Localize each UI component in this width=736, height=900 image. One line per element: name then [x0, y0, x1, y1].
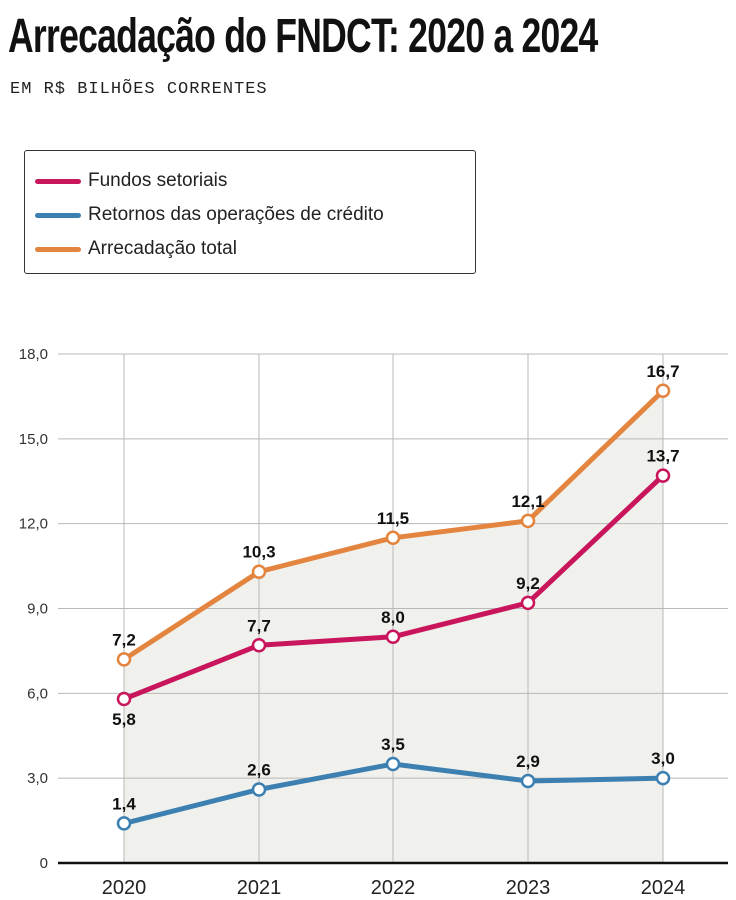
point-retornos — [385, 756, 401, 772]
data-label-total: 16,7 — [646, 362, 679, 381]
x-tick-label: 2021 — [237, 877, 282, 899]
legend-item-retornos: Retornos das operações de crédito — [35, 203, 384, 227]
y-tick-label: 6,0 — [27, 685, 48, 702]
y-tick-label: 12,0 — [19, 516, 48, 533]
point-retornos — [520, 773, 536, 789]
legend: Fundos setoriais Retornos das operações … — [24, 150, 476, 274]
x-tick-label: 2024 — [641, 877, 686, 899]
point-retornos — [655, 770, 671, 786]
data-label-retornos: 2,6 — [247, 760, 271, 779]
point-fundos — [655, 468, 671, 483]
y-tick-label: 18,0 — [19, 346, 48, 363]
y-tick-label: 9,0 — [27, 601, 48, 618]
chart-title: Arrecadação do FNDCT: 2020 a 2024 — [8, 10, 598, 63]
point-retornos — [251, 782, 267, 797]
data-label-total: 12,1 — [511, 492, 544, 511]
y-tick-label: 15,0 — [19, 431, 48, 448]
y-tick-label: 0 — [40, 855, 48, 872]
y-tick-label: 3,0 — [27, 770, 48, 787]
point-fundos — [385, 629, 401, 645]
point-total — [520, 513, 536, 529]
data-label-total: 11,5 — [377, 509, 409, 528]
data-label-fundos: 5,8 — [112, 710, 136, 729]
data-label-fundos: 7,7 — [247, 616, 271, 635]
point-total — [385, 530, 401, 546]
chart-subtitle: EM R$ BILHÕES CORRENTES — [10, 80, 268, 99]
legend-label-fundos: Fundos setoriais — [88, 170, 228, 191]
legend-label-total: Arrecadação total — [88, 238, 237, 259]
point-fundos — [520, 595, 536, 611]
legend-swatch-retornos — [35, 212, 81, 218]
x-tick-label: 2023 — [506, 877, 551, 899]
point-retornos — [116, 816, 132, 831]
data-label-total: 10,3 — [242, 543, 275, 562]
point-total — [116, 652, 132, 667]
point-total — [655, 383, 671, 399]
data-label-fundos: 13,7 — [646, 447, 679, 466]
point-fundos — [251, 638, 267, 653]
data-label-retornos: 2,9 — [516, 752, 540, 771]
x-tick-label: 2022 — [371, 877, 416, 899]
x-tick-label: 2020 — [102, 877, 147, 899]
line-chart: 0 3,0 6,0 9,0 12,0 15,0 18,0 2020 2021 2022 2023 20… — [19, 346, 728, 899]
data-label-retornos: 3,5 — [381, 735, 405, 754]
legend-item-fundos: Fundos setoriais — [35, 169, 227, 193]
legend-label-retornos: Retornos das operações de crédito — [88, 204, 384, 225]
data-label-fundos: 8,0 — [381, 608, 405, 627]
legend-swatch-total — [35, 246, 81, 252]
legend-swatch-fundos — [35, 178, 81, 184]
data-label-total: 7,2 — [112, 630, 136, 649]
data-label-retornos: 1,4 — [112, 794, 136, 813]
legend-item-total: Arrecadação total — [35, 237, 237, 261]
point-fundos — [116, 691, 132, 707]
point-total — [251, 564, 267, 579]
data-label-fundos: 9,2 — [516, 574, 540, 593]
data-label-retornos: 3,0 — [651, 749, 675, 768]
